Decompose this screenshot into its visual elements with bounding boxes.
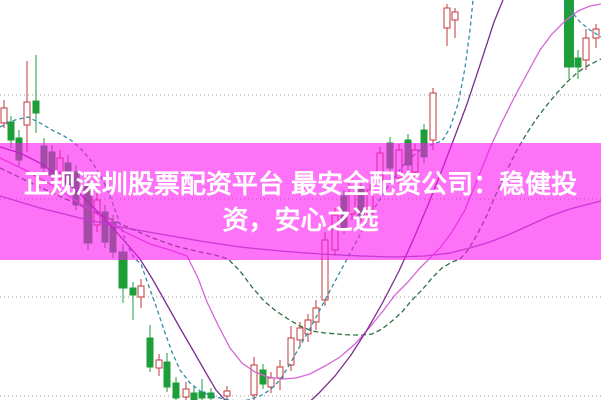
candle-down xyxy=(129,282,137,320)
candle-up xyxy=(451,8,459,38)
candle-up xyxy=(155,354,163,376)
candle-down xyxy=(146,325,154,372)
candle-down xyxy=(163,353,171,392)
candle-up xyxy=(223,386,231,400)
candle-up xyxy=(137,279,145,308)
candle-up xyxy=(0,100,8,128)
ma-teal-fast-tail xyxy=(563,3,601,38)
candle-up xyxy=(429,88,437,150)
ad-banner-overlay: 正规深圳股票配资平台 最安全配资公司：稳健投 资，安心之选 xyxy=(0,143,601,260)
candle-up xyxy=(287,326,295,371)
candle-down xyxy=(564,0,574,79)
ad-banner-text-line1: 正规深圳股票配资平台 最安全配资公司：稳健投 xyxy=(23,168,578,199)
candle-down xyxy=(7,116,15,148)
ad-banner-text-line2: 资，安心之选 xyxy=(222,204,379,235)
candle-down xyxy=(259,364,267,389)
candle-down xyxy=(172,377,180,400)
candle-up xyxy=(182,382,190,400)
candle-up xyxy=(582,29,590,70)
candle-down xyxy=(207,388,215,400)
candle-up xyxy=(443,4,451,46)
candle-up xyxy=(312,300,320,330)
candle-down xyxy=(32,55,40,133)
candle-up xyxy=(276,360,284,390)
candle-up xyxy=(23,61,31,152)
candle-down xyxy=(190,386,198,400)
candle-up xyxy=(304,314,312,342)
candle-down xyxy=(574,50,582,79)
candle-up xyxy=(250,357,258,400)
